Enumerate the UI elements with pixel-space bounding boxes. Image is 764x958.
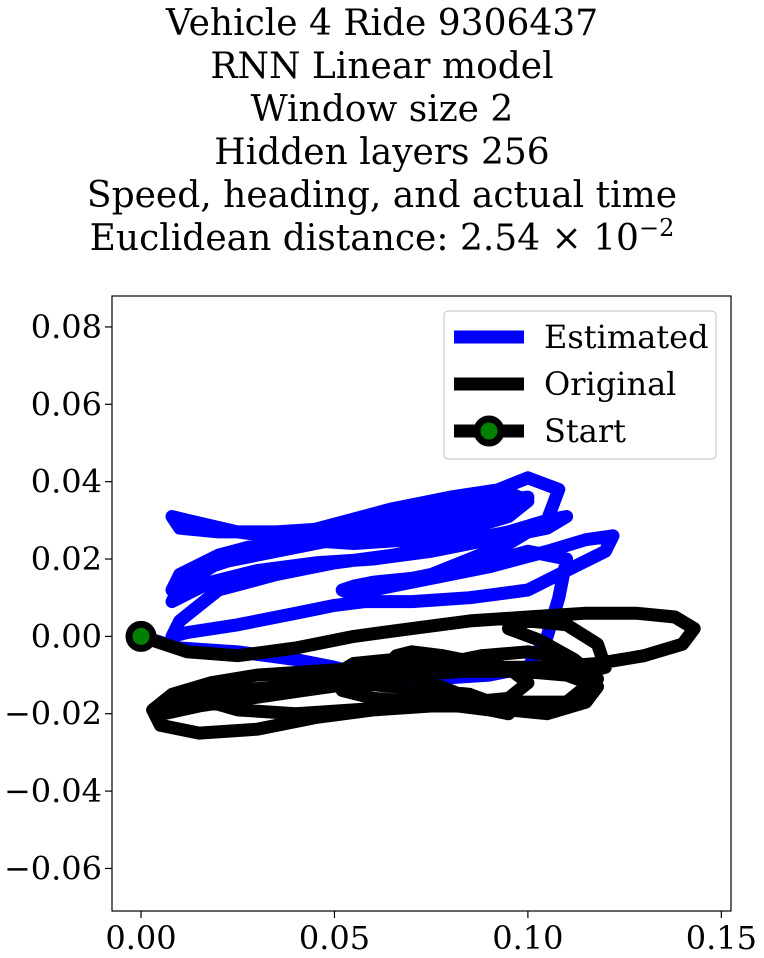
title-line-1: Vehicle 4 Ride 9306437 [165, 3, 599, 44]
series-line-estimated [134, 471, 620, 686]
start-marker [125, 620, 157, 652]
y-tick-label: 0.00 [31, 617, 102, 655]
metric-exponent: −2 [638, 214, 675, 242]
series-line-original [134, 606, 701, 740]
legend-label-start: Start [544, 412, 626, 450]
legend-box [443, 310, 717, 460]
metric-label: Euclidean distance: [89, 218, 460, 259]
y-tick-label: −0.04 [4, 772, 102, 810]
x-tick-label: 0.05 [299, 919, 370, 957]
x-tick-label: 0.00 [105, 919, 176, 957]
series-layer [125, 471, 701, 740]
title-line-2: RNN Linear model [210, 46, 554, 87]
x-tick-label: 0.10 [492, 919, 563, 957]
title-line-5: Speed, heading, and actual time [86, 175, 678, 216]
y-tick-label: 0.06 [31, 385, 102, 423]
title-line-3: Window size 2 [250, 89, 514, 130]
title-line-4: Hidden layers 256 [214, 132, 550, 173]
legend: Estimated Original Start [443, 310, 717, 460]
y-tick-label: −0.06 [4, 849, 102, 887]
chart-title: Vehicle 4 Ride 9306437 RNN Linear model … [0, 0, 764, 260]
y-tick-label: 0.08 [31, 308, 102, 346]
y-tick-label: −0.02 [4, 695, 102, 733]
metric-times: × [540, 218, 594, 259]
metric-mantissa: 2.54 [459, 218, 541, 259]
metric-base: 10 [593, 218, 639, 259]
legend-label-original: Original [544, 365, 676, 403]
title-line-metric: Euclidean distance: 2.54 × 10−2 [0, 214, 764, 260]
x-axis: 0.00 0.05 0.10 0.15 [105, 911, 757, 957]
y-axis: 0.08 0.06 0.04 0.02 0.00 −0.02 −0.04 −0.06 [4, 308, 112, 887]
y-tick-label: 0.02 [31, 540, 102, 578]
legend-label-estimated: Estimated [544, 318, 709, 356]
legend-start-marker [473, 415, 505, 447]
plot-frame [111, 295, 732, 912]
x-tick-label: 0.15 [686, 919, 757, 957]
y-tick-label: 0.04 [31, 463, 102, 501]
